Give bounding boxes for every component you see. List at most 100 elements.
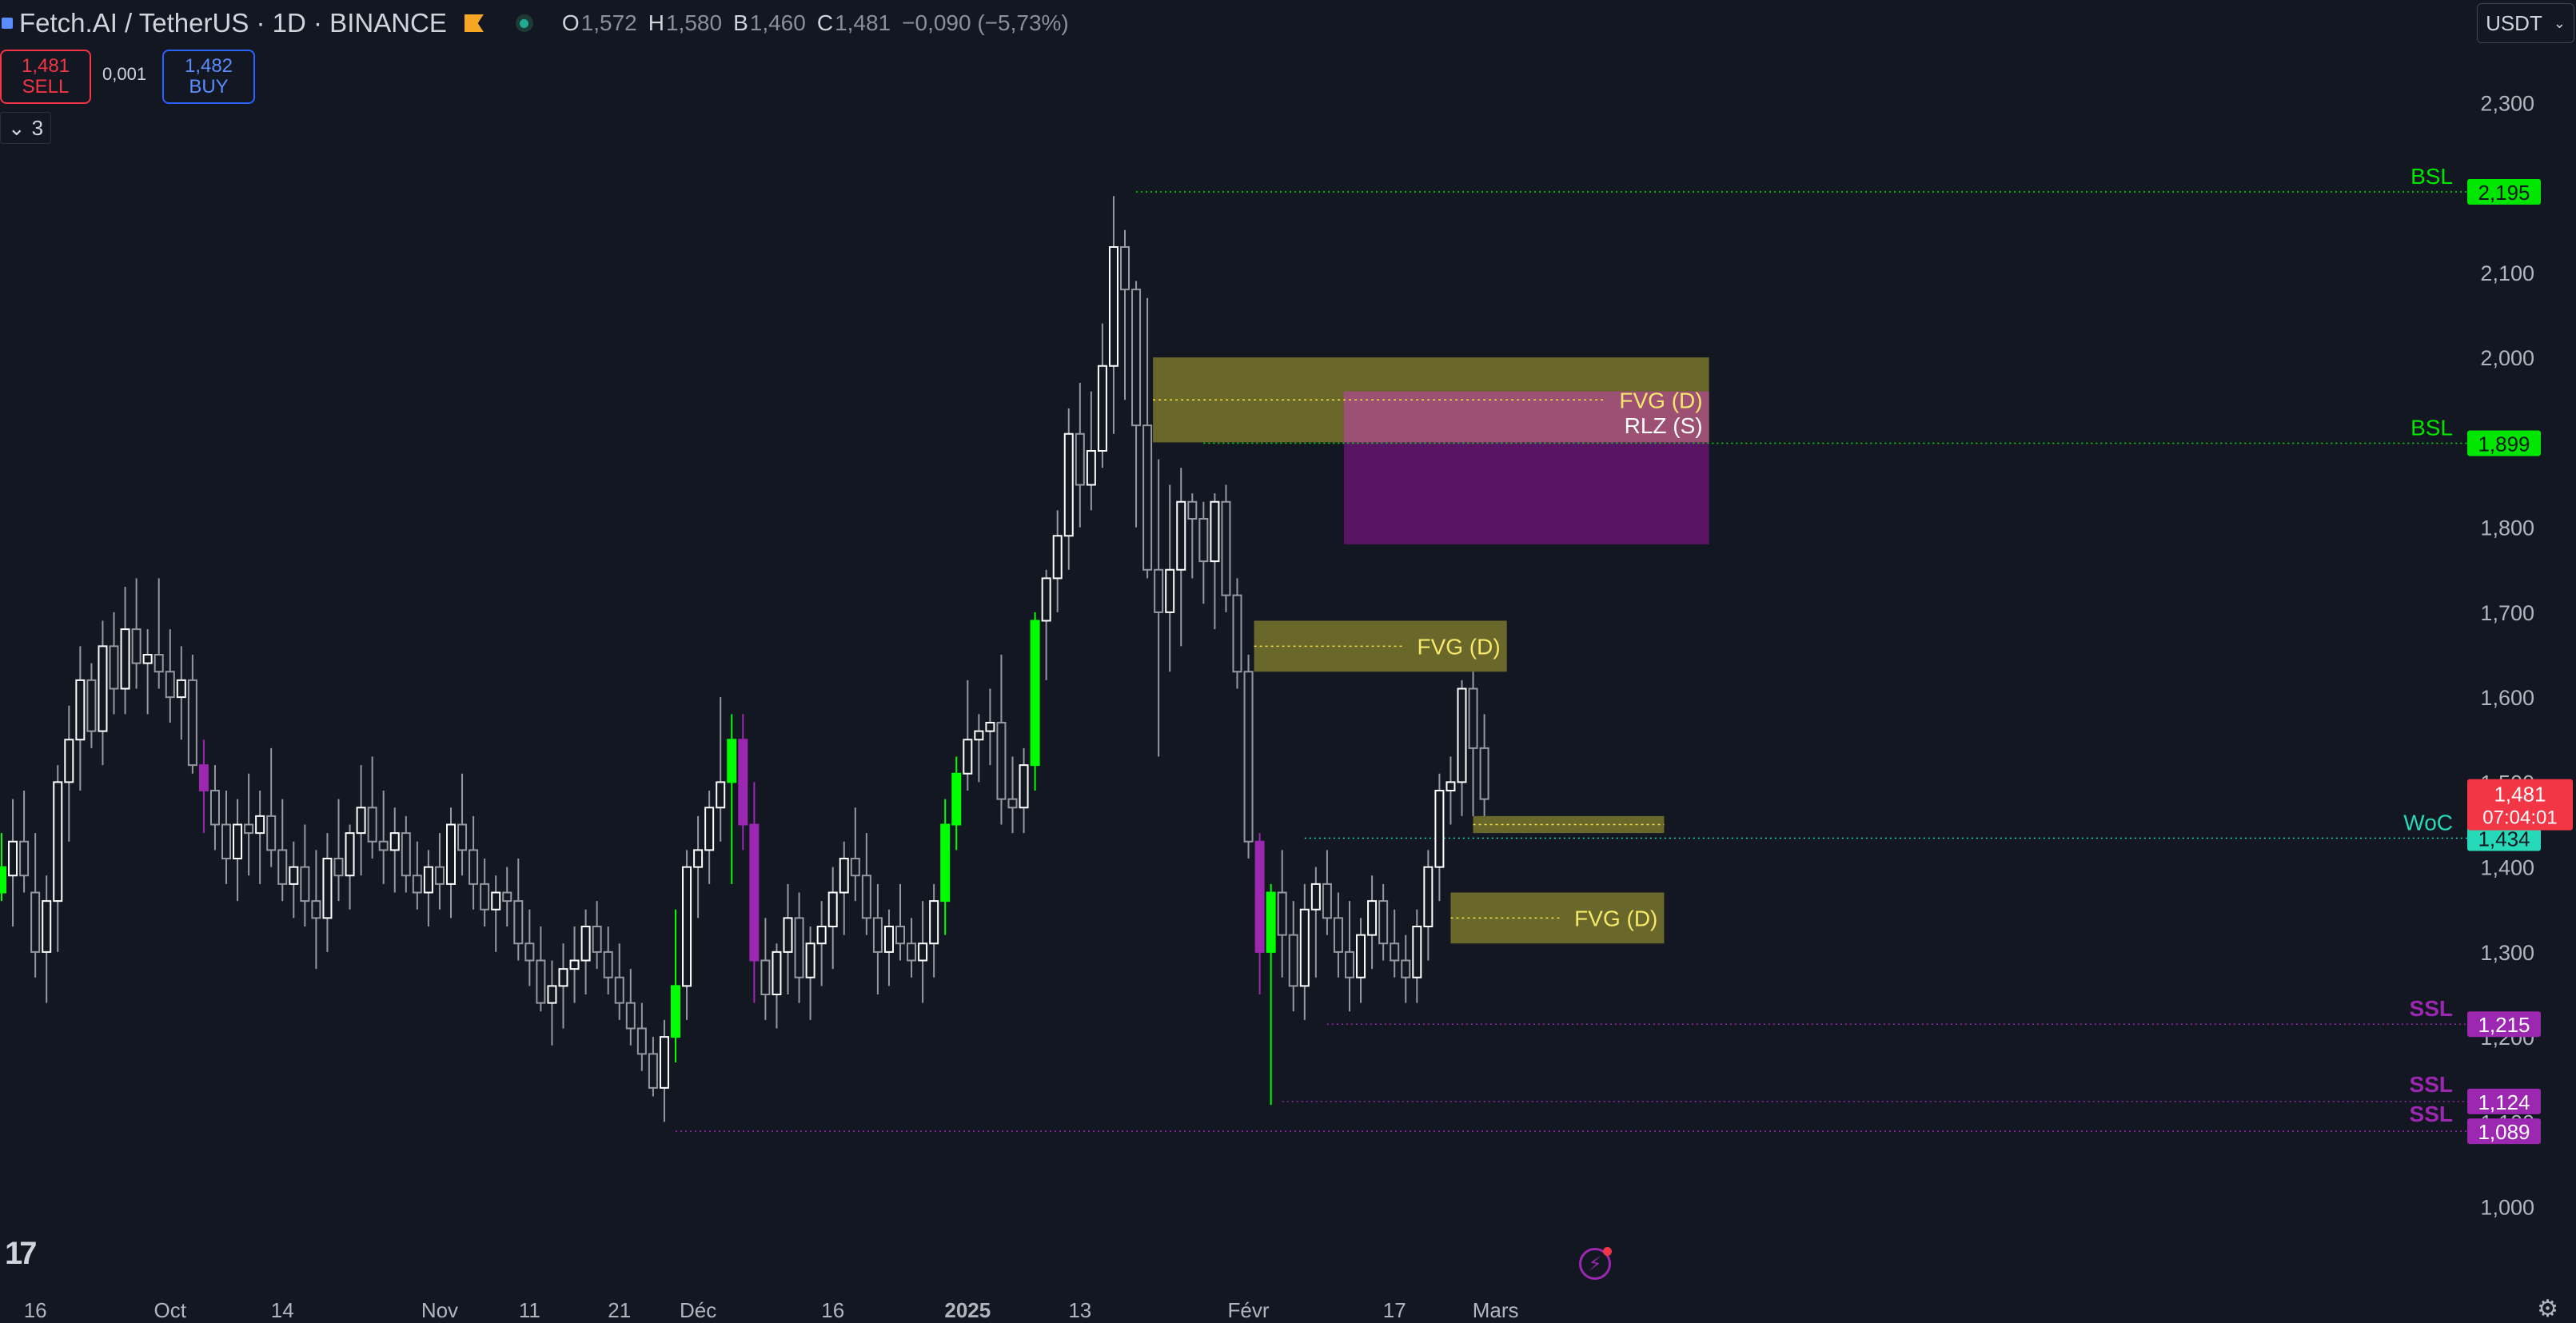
zone-fvg-2 [1254, 620, 1507, 672]
candle-body [963, 739, 973, 775]
candle-body [693, 849, 704, 868]
candle-body [1086, 450, 1096, 486]
candle-body [1310, 883, 1321, 911]
x-tick-label: 2025 [944, 1298, 991, 1322]
candle-78 [872, 883, 883, 994]
sell-button[interactable]: 1,481 SELL [0, 50, 91, 104]
candle-body [502, 891, 512, 903]
candle-102 [1142, 297, 1153, 579]
order-quantity[interactable]: 0,001 [102, 64, 147, 84]
candle-132 [1479, 714, 1489, 816]
candle-body [1254, 840, 1265, 953]
candle-76 [850, 807, 860, 902]
candle-110 [1232, 578, 1242, 689]
candle-118 [1322, 850, 1332, 935]
candle-body [1468, 687, 1478, 749]
y-tick-label: 1,000 [2480, 1196, 2534, 1220]
candle-125 [1401, 934, 1411, 1003]
candle-46 [513, 859, 524, 961]
candle-body [682, 866, 692, 987]
bolt-icon[interactable]: ⚡ [1579, 1247, 1612, 1280]
candle-body [1198, 518, 1209, 563]
candle-0 [0, 833, 6, 902]
candle-body [805, 942, 815, 978]
candle-body [187, 679, 197, 767]
candle-11 [120, 587, 130, 715]
candle-41 [457, 773, 468, 876]
candle-40 [446, 807, 456, 919]
candle-body [883, 926, 894, 953]
candle-body [0, 866, 6, 894]
candle-body [974, 730, 984, 741]
symbol-title[interactable]: Fetch.AI / TetherUS · 1D · BINANCE [19, 8, 447, 38]
candle-53 [592, 901, 602, 970]
candle-body [333, 858, 344, 877]
candle-body [1030, 620, 1040, 767]
candle-66 [738, 714, 748, 851]
currency-select[interactable]: USDT ⌄ [2477, 3, 2574, 43]
candle-21 [233, 799, 243, 902]
candle-101 [1131, 281, 1142, 528]
level-price-tag-label: 1,899 [2478, 432, 2530, 456]
level-price-tag-label: 2,195 [2478, 181, 2530, 205]
candle-129 [1446, 756, 1456, 825]
candle-body [1075, 432, 1085, 486]
candle-body [1108, 246, 1119, 367]
x-tick-label: 21 [608, 1298, 631, 1322]
chart-header: Fetch.AI / TetherUS · 1D · BINANCE O1,57… [0, 0, 1069, 46]
candle-18 [198, 739, 209, 834]
candle-body [322, 858, 333, 919]
tradingview-logo-icon[interactable]: 17 [5, 1236, 37, 1271]
candle-body [378, 840, 389, 851]
candle-115 [1288, 901, 1298, 1012]
candle-body [1041, 577, 1051, 622]
candle-27 [300, 824, 310, 926]
y-tick-label: 1,400 [2480, 856, 2534, 880]
candle-28 [311, 850, 321, 970]
candle-body [1288, 934, 1298, 987]
candle-67 [749, 782, 760, 1003]
zone-label-2: FVG (D) [1417, 634, 1500, 659]
x-tick-label: Févr [1228, 1298, 1270, 1322]
candle-25 [277, 799, 288, 902]
candle-body [154, 654, 164, 673]
candle-30 [333, 799, 344, 902]
x-tick-label: 14 [271, 1298, 294, 1322]
candle-63 [704, 791, 715, 884]
x-tick-label: Déc [680, 1298, 716, 1322]
candle-body [816, 926, 827, 945]
indicators-toggle-button[interactable]: ⌄ 3 [0, 112, 51, 144]
gear-icon[interactable]: ⚙ [2537, 1296, 2558, 1322]
x-tick-label: Oct [154, 1298, 187, 1322]
flag-icon[interactable] [464, 14, 484, 32]
ticker-icon[interactable] [2, 18, 13, 29]
candle-body [98, 645, 108, 732]
buy-button[interactable]: 1,482 BUY [162, 50, 255, 104]
candle-body [1120, 246, 1130, 291]
candle-body [536, 959, 546, 1004]
candle-body [772, 950, 782, 995]
candle-60 [671, 909, 680, 1062]
x-tick-label: 13 [1068, 1298, 1091, 1322]
candle-107 [1198, 501, 1209, 604]
candle-body [30, 891, 41, 953]
candle-62 [693, 815, 704, 919]
candle-body [311, 900, 321, 919]
candle-body [1007, 798, 1018, 809]
candle-body [401, 832, 411, 877]
ohlc-values: O1,572 H1,580 B1,460 C1,481 −0,090 (−5,7… [561, 10, 1069, 35]
candle-109 [1221, 484, 1231, 612]
candle-body [547, 985, 557, 1004]
candle-52 [580, 909, 591, 994]
candle-body [524, 942, 535, 962]
candle-127 [1423, 850, 1434, 961]
candle-103 [1154, 459, 1164, 757]
level-price-tag [2467, 178, 2541, 205]
candle-4 [42, 875, 52, 1003]
level-price-tag-label: 1,089 [2478, 1120, 2530, 1144]
candle-body [827, 891, 838, 927]
candle-body [233, 823, 243, 859]
chevron-down-icon: ⌄ [7, 115, 26, 140]
candle-body [345, 832, 355, 877]
